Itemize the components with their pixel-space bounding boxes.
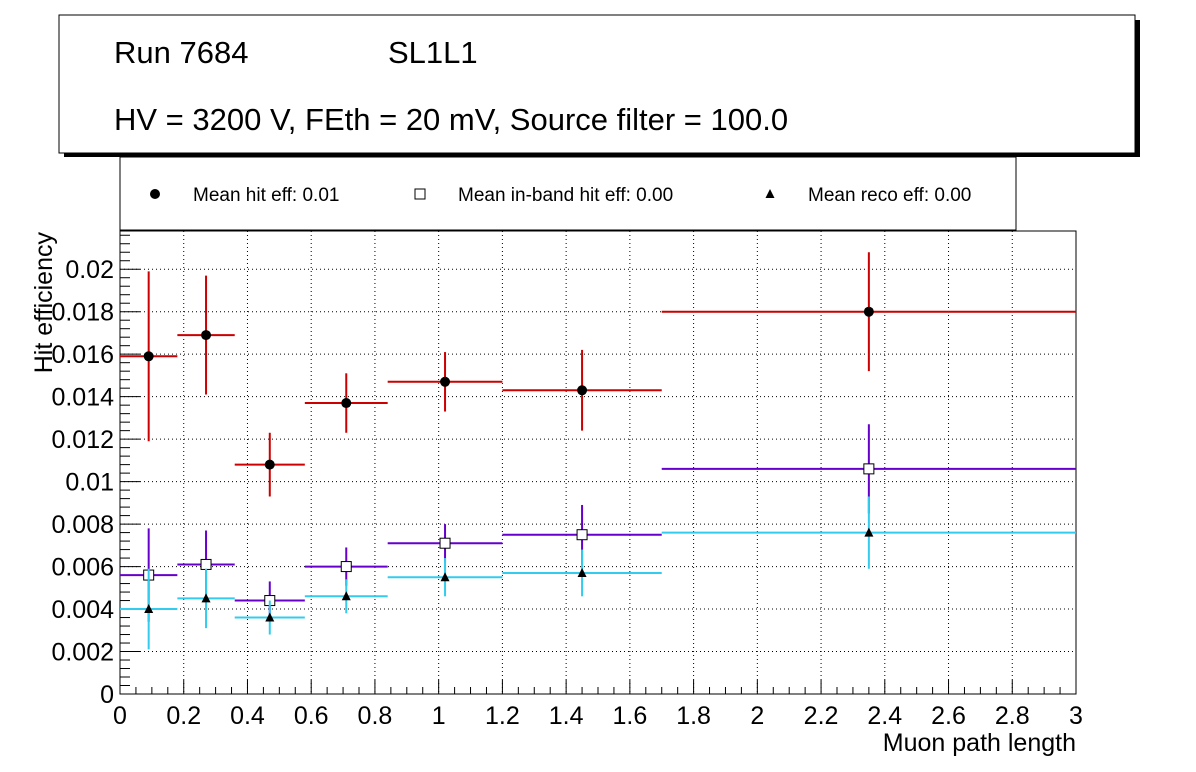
y-tick-label: 0.008 bbox=[51, 511, 114, 539]
reco-point bbox=[265, 612, 275, 622]
reco-point bbox=[201, 593, 211, 603]
y-tick-label: 0.016 bbox=[51, 341, 114, 369]
x-tick-label: 1.6 bbox=[612, 702, 647, 730]
x-tick-label: 2.2 bbox=[804, 702, 839, 730]
inband-point bbox=[340, 561, 352, 573]
legend-marker-inband bbox=[414, 188, 426, 200]
plot-background bbox=[120, 231, 1076, 694]
x-tick-label: 0.2 bbox=[166, 702, 201, 730]
y-tick-label: 0.02 bbox=[65, 256, 114, 284]
x-tick-label: 2 bbox=[750, 702, 764, 730]
x-tick-label: 0.4 bbox=[230, 702, 265, 730]
series-reco bbox=[120, 496, 1076, 650]
inband-point bbox=[863, 463, 875, 475]
x-tick-label: 2.4 bbox=[867, 702, 902, 730]
x-tick-label: 0.6 bbox=[294, 702, 329, 730]
x-tick-label: 1.8 bbox=[676, 702, 711, 730]
hit-point bbox=[863, 306, 874, 317]
x-tick-label: 0 bbox=[113, 702, 127, 730]
hit-point bbox=[264, 459, 275, 470]
legend-box bbox=[119, 156, 1017, 231]
x-tick-label: 2.8 bbox=[995, 702, 1030, 730]
x-tick-label: 1 bbox=[432, 702, 446, 730]
x-tick-label: 1.4 bbox=[549, 702, 584, 730]
legend-label-hit: Mean hit eff: 0.01 bbox=[193, 185, 339, 206]
legend-marker-hit bbox=[150, 189, 160, 199]
legend-label-reco: Mean reco eff: 0.00 bbox=[808, 185, 971, 206]
hit-point bbox=[577, 385, 588, 396]
reco-point bbox=[864, 527, 874, 537]
reco-point bbox=[440, 572, 450, 582]
y-tick-label: 0.018 bbox=[51, 299, 114, 327]
x-tick-label: 1.2 bbox=[485, 702, 520, 730]
y-tick-label: 0.012 bbox=[51, 426, 114, 454]
y-tick-label: 0.01 bbox=[65, 469, 114, 497]
inband-point bbox=[576, 529, 588, 541]
y-tick-label: 0 bbox=[100, 681, 114, 709]
y-tick-label: 0.004 bbox=[51, 596, 114, 624]
inband-point bbox=[200, 558, 212, 570]
inband-point bbox=[439, 537, 451, 549]
legend: Mean hit eff: 0.01 Mean in-band hit eff: … bbox=[150, 185, 971, 206]
x-tick-label: 3 bbox=[1069, 702, 1083, 730]
conditions-label: HV = 3200 V, FEth = 20 mV, Source filter… bbox=[114, 102, 788, 137]
y-tick-label: 0.002 bbox=[51, 639, 114, 667]
x-tick-label: 0.8 bbox=[358, 702, 393, 730]
x-tick-label: 2.6 bbox=[931, 702, 966, 730]
reco-point bbox=[577, 567, 587, 577]
x-axis-title: Muon path length bbox=[883, 729, 1076, 757]
hit-point bbox=[341, 398, 352, 409]
legend-marker-reco bbox=[765, 189, 775, 198]
hit-point bbox=[201, 330, 212, 341]
series-hit bbox=[120, 252, 1076, 497]
y-axis-title: Hit efficiency bbox=[30, 232, 58, 374]
y-tick-label: 0.014 bbox=[51, 384, 114, 412]
plot-area: 0 0.2 0.4 0.6 0.8 1 1.2 1.4 1.6 1.8 2 2.2 2.4 2.6 2.8 3… bbox=[51, 230, 1083, 730]
hit-point bbox=[440, 376, 451, 387]
reco-point bbox=[144, 604, 154, 614]
y-tick-label: 0.006 bbox=[51, 554, 114, 582]
reco-point bbox=[341, 591, 351, 601]
header-box bbox=[58, 14, 1136, 154]
hit-point bbox=[143, 351, 154, 362]
plot-frame bbox=[119, 230, 1077, 695]
run-label: Run 7684 bbox=[114, 35, 248, 70]
layer-label: SL1L1 bbox=[388, 35, 478, 70]
legend-label-inband: Mean in-band hit eff: 0.00 bbox=[458, 185, 673, 206]
